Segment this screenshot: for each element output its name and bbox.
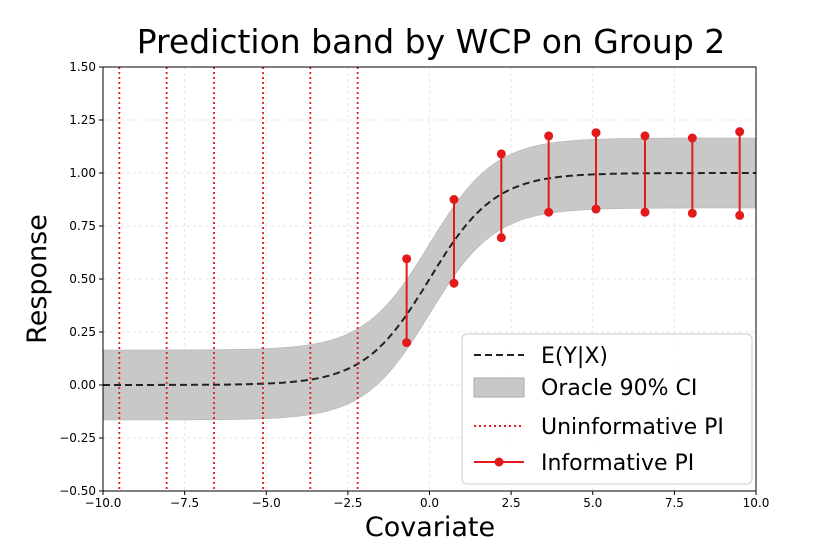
legend: E(Y|X) Oracle 90% CI Uninformative PI In…: [461, 333, 753, 485]
mean-curve: [103, 172, 756, 386]
informative-pi-layer: [402, 127, 745, 348]
pi-upper-point: [544, 131, 554, 141]
y-tick-label: 0.25: [69, 325, 96, 339]
x-tick-label: −10.0: [85, 496, 122, 510]
informative-pi-interval: [735, 127, 745, 220]
legend-mean-label: E(Y|X): [541, 344, 608, 369]
pi-upper-point: [402, 254, 412, 264]
informative-pi-interval: [449, 195, 459, 288]
pi-lower-point: [687, 208, 697, 218]
informative-pi-interval: [544, 131, 554, 217]
x-tick-label: 10.0: [743, 496, 770, 510]
x-tick-label: 5.0: [583, 496, 602, 510]
y-tick-label: 1.50: [69, 60, 96, 74]
x-axis-ticks: −10.0 −7.5 −5.0 −2.5 0.0 2.5 5.0 7.5 10.0: [85, 491, 770, 510]
y-axis-label: Response: [22, 214, 53, 344]
x-tick-label: −5.0: [252, 496, 281, 510]
pi-upper-point: [687, 133, 697, 143]
legend-informative-label: Informative PI: [541, 451, 694, 476]
chart-title: Prediction band by WCP on Group 2: [137, 22, 726, 61]
legend-band-label: Oracle 90% CI: [541, 376, 697, 401]
pi-lower-point: [496, 233, 506, 243]
y-tick-label: 1.00: [69, 166, 96, 180]
pi-lower-point: [402, 338, 412, 348]
legend-band-swatch: [473, 377, 525, 398]
y-tick-label: 1.25: [69, 113, 96, 127]
pi-upper-point: [449, 195, 459, 204]
y-tick-label: 0.75: [69, 219, 96, 233]
informative-pi-interval: [687, 133, 697, 218]
x-tick-label: −2.5: [333, 496, 362, 510]
pi-upper-point: [640, 131, 650, 141]
x-tick-label: 0.0: [420, 496, 439, 510]
y-tick-label: −0.25: [59, 431, 96, 445]
pi-lower-point: [449, 278, 459, 288]
y-axis-ticks: −0.50 −0.25 0.00 0.25 0.50 0.75 1.00 1.25 1.50: [59, 60, 103, 498]
x-tick-label: 7.5: [665, 496, 684, 510]
legend-box: [461, 333, 753, 485]
pi-lower-point: [640, 207, 650, 217]
x-tick-label: −7.5: [170, 496, 199, 510]
pi-upper-point: [735, 127, 745, 137]
pi-lower-point: [591, 204, 601, 214]
informative-pi-interval: [402, 254, 412, 348]
pi-upper-point: [496, 149, 506, 159]
uninformative-pi-layer: [118, 67, 359, 491]
legend-uninformative-label: Uninformative PI: [541, 415, 724, 440]
pi-lower-point: [544, 207, 554, 217]
y-tick-label: −0.50: [59, 484, 96, 498]
informative-pi-interval: [496, 149, 506, 243]
legend-informative-marker: [494, 457, 504, 467]
y-tick-label: 0.00: [69, 378, 96, 392]
informative-pi-interval: [591, 128, 601, 214]
y-tick-label: 0.50: [69, 272, 96, 286]
x-axis-label: Covariate: [365, 512, 495, 543]
pi-lower-point: [735, 210, 745, 220]
pi-upper-point: [591, 128, 601, 138]
x-tick-label: 2.5: [502, 496, 521, 510]
informative-pi-interval: [640, 131, 650, 217]
mean-curve-layer: [103, 172, 756, 386]
